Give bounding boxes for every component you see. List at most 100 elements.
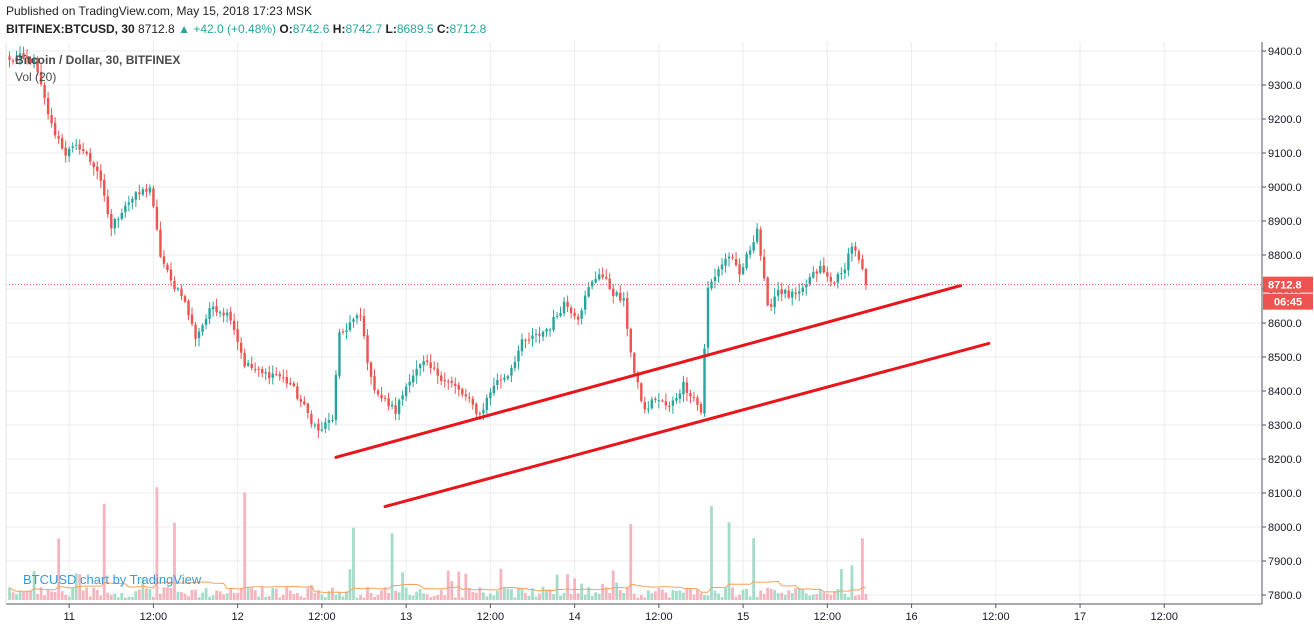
volume-bar bbox=[790, 593, 794, 600]
candle-body bbox=[762, 256, 766, 279]
candle-body bbox=[805, 284, 808, 288]
candle-body bbox=[485, 397, 489, 411]
volume-bar bbox=[748, 596, 752, 600]
candle-body bbox=[411, 375, 415, 383]
candle-body bbox=[57, 136, 60, 139]
candle-body bbox=[183, 296, 187, 302]
volume-bar bbox=[531, 588, 534, 600]
volume-bar bbox=[678, 590, 682, 600]
candle-body bbox=[517, 350, 520, 362]
candle-body bbox=[619, 292, 622, 301]
candle-body bbox=[29, 58, 32, 64]
volume-bar bbox=[696, 589, 699, 600]
volume-bar bbox=[208, 596, 211, 600]
candle-body bbox=[292, 383, 296, 387]
volume-bar bbox=[724, 587, 727, 600]
candle-body bbox=[110, 213, 113, 229]
up-arrow-icon: ▲ bbox=[178, 22, 190, 36]
volume-bar bbox=[116, 597, 120, 600]
candle-body bbox=[819, 266, 822, 273]
volume-bar bbox=[53, 591, 57, 600]
candle-body bbox=[555, 315, 559, 317]
volume-bar bbox=[92, 587, 96, 600]
candle-body bbox=[134, 192, 138, 200]
volume-bar bbox=[197, 597, 201, 600]
candle-body bbox=[46, 97, 50, 115]
time-tick-label: 11 bbox=[63, 611, 74, 623]
candle-body bbox=[229, 311, 232, 321]
candle-body bbox=[422, 361, 425, 366]
volume-bar bbox=[85, 587, 89, 600]
volume-bar bbox=[418, 589, 422, 600]
candle-body bbox=[152, 188, 155, 207]
volume-bar bbox=[288, 590, 292, 600]
time-tick-label: 12:00 bbox=[477, 611, 505, 623]
volume-bar bbox=[703, 595, 706, 600]
candle-body bbox=[601, 274, 604, 278]
candle-body bbox=[861, 259, 864, 270]
candle-body bbox=[246, 363, 250, 366]
candle-body bbox=[22, 53, 25, 58]
candle-body bbox=[503, 377, 506, 380]
volume-bar bbox=[804, 593, 808, 600]
candle-body bbox=[734, 258, 738, 265]
candle-body bbox=[254, 369, 257, 371]
candle-body bbox=[668, 405, 671, 407]
volume-bar bbox=[309, 585, 313, 600]
volume-bar bbox=[660, 589, 664, 600]
volume-bar bbox=[474, 592, 478, 600]
candle-body bbox=[612, 288, 615, 296]
volume-bar bbox=[545, 589, 548, 600]
watermark-link[interactable]: BTCUSD chart by TradingView bbox=[23, 572, 202, 587]
candle-body bbox=[538, 333, 541, 336]
candle-body bbox=[180, 288, 183, 297]
volume-bar bbox=[632, 593, 636, 600]
volume-bar bbox=[397, 592, 401, 600]
last-price-label: 8712.8 bbox=[1268, 280, 1302, 292]
chart-grid bbox=[6, 42, 1260, 604]
volume-bar bbox=[643, 597, 647, 600]
volume-bar bbox=[225, 593, 229, 600]
candle-body bbox=[306, 403, 310, 413]
volume-bar bbox=[548, 589, 552, 600]
volume-bar bbox=[137, 589, 141, 600]
candle-body bbox=[664, 401, 668, 406]
ohlc-bar: BITFINEX:BTCUSD, 30 8712.8 ▲ +42.0 (+0.4… bbox=[6, 22, 486, 36]
volume-bar bbox=[327, 591, 331, 600]
volume-bar bbox=[636, 597, 640, 600]
volume-bar bbox=[257, 596, 261, 600]
volume-ma-line bbox=[9, 580, 866, 594]
volume-bar bbox=[720, 596, 724, 600]
candle-body bbox=[559, 312, 562, 317]
volume-bar bbox=[99, 595, 103, 600]
candle-body bbox=[204, 318, 208, 325]
volume-bar bbox=[818, 589, 822, 600]
volume-bar bbox=[622, 592, 626, 600]
candle-body bbox=[787, 290, 790, 298]
volume-bar bbox=[190, 589, 194, 600]
candle-body bbox=[394, 405, 397, 414]
candle-body bbox=[720, 264, 724, 270]
candle-body bbox=[345, 330, 348, 332]
candle-body bbox=[531, 335, 534, 339]
volume-bar bbox=[152, 596, 155, 600]
price-tick-label: 8900.0 bbox=[1268, 216, 1302, 228]
volume-bar bbox=[109, 595, 113, 600]
candle-body bbox=[201, 325, 204, 332]
volume-bar bbox=[646, 590, 650, 600]
volume-bar bbox=[492, 595, 496, 600]
volume-bar bbox=[316, 590, 320, 600]
candle-body bbox=[320, 429, 324, 431]
volume-bar bbox=[39, 587, 43, 600]
volume-bar bbox=[348, 569, 352, 600]
volume-bar bbox=[569, 594, 573, 600]
candle-body bbox=[773, 296, 776, 308]
volume-bar bbox=[359, 595, 362, 600]
candle-body bbox=[261, 369, 264, 373]
volume-bar bbox=[32, 570, 36, 600]
candle-body bbox=[748, 250, 752, 255]
trendlines bbox=[334, 284, 991, 509]
candle-body bbox=[425, 360, 429, 362]
volume-bar bbox=[450, 581, 454, 600]
